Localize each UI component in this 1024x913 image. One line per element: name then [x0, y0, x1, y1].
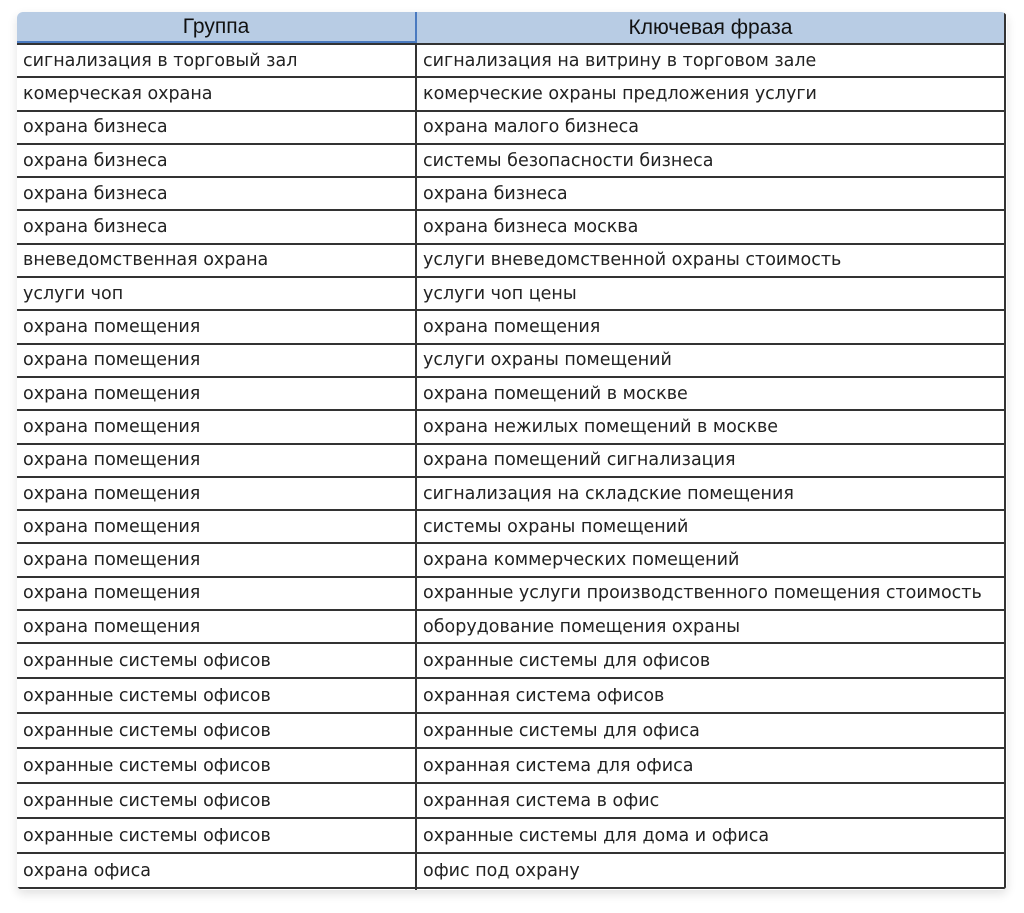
- cell-group[interactable]: охрана бизнеса: [17, 111, 417, 143]
- cell-group[interactable]: охрана помещения: [17, 477, 417, 510]
- table-row: охрана помещения охрана помещений в москв…: [17, 377, 1004, 412]
- table-row: комерческая охрана комерческие охраны пре…: [17, 78, 1004, 112]
- table-row: охрана помещения охрана нежилых помещений…: [17, 411, 1004, 445]
- cell-keyphrase[interactable]: охрана бизнеса москва: [423, 217, 639, 238]
- cell-keyphrase[interactable]: охрана нежилых помещений в москве: [423, 416, 779, 437]
- cell-keyphrase[interactable]: охранные системы для офиса: [423, 720, 700, 741]
- spreadsheet: Группа Ключевая фраза сигнализация в тор…: [17, 12, 1006, 890]
- cell-group[interactable]: охрана офиса: [17, 854, 417, 888]
- table-row: охранные системы офисов охранные системы …: [17, 819, 1004, 855]
- spreadsheet-card: Группа Ключевая фраза сигнализация в тор…: [17, 12, 1007, 890]
- cell-group[interactable]: охрана помещения: [17, 311, 417, 343]
- cell-keyphrase[interactable]: услуги охраны помещений: [423, 350, 672, 371]
- cell-keyphrase[interactable]: охрана помещения: [423, 317, 601, 338]
- cell-group[interactable]: охрана помещения: [17, 577, 417, 610]
- cell-keyphrase[interactable]: охранная система в офис: [423, 790, 660, 811]
- cell-keyphrase[interactable]: охранные системы для дома и офиса: [423, 825, 770, 846]
- table-row: охранные системы офисов охранная система …: [17, 679, 1004, 715]
- cell-keyphrase[interactable]: охрана малого бизнеса: [423, 117, 639, 138]
- table-row: охрана помещения системы охраны помещений: [17, 511, 1004, 545]
- cell-keyphrase[interactable]: охрана помещений сигнализация: [423, 450, 736, 471]
- cell-keyphrase[interactable]: охрана бизнеса: [423, 183, 568, 204]
- table-row: охранные системы офисов охранная система …: [17, 749, 1004, 785]
- header-cell-keyphrase[interactable]: Ключевая фраза: [628, 15, 793, 39]
- cell-group[interactable]: [17, 889, 417, 890]
- cell-group[interactable]: охрана помещения: [17, 444, 417, 476]
- cell-group[interactable]: охрана помещения: [17, 411, 417, 443]
- header-row: Группа Ключевая фраза: [17, 12, 1004, 45]
- table-row: охрана помещения сигнализация на складски…: [17, 477, 1004, 512]
- cell-keyphrase[interactable]: системы безопасности бизнеса: [423, 150, 714, 171]
- table-row: охрана бизнеса охрана бизнеса: [17, 178, 1004, 212]
- cell-group[interactable]: комерческая охрана: [17, 78, 417, 110]
- cell-keyphrase[interactable]: охранная система для офиса: [423, 755, 694, 776]
- cell-group[interactable]: охрана бизнеса: [17, 144, 417, 177]
- cell-keyphrase[interactable]: сигнализация на складские помещения: [423, 483, 794, 504]
- cell-keyphrase[interactable]: услуги чоп цены: [423, 283, 577, 304]
- cell-group[interactable]: охрана помещения: [17, 344, 417, 376]
- cell-keyphrase[interactable]: [417, 889, 1004, 890]
- table-row: охрана помещения охрана помещений сигнали…: [17, 444, 1004, 478]
- table-row: [17, 889, 1004, 890]
- cell-group[interactable]: услуги чоп: [17, 278, 417, 310]
- cell-group[interactable]: охрана помещения: [17, 377, 417, 410]
- cell-group[interactable]: охранные системы офисов: [17, 819, 417, 853]
- table-row: сигнализация в торговый зал сигнализация …: [17, 45, 1004, 79]
- cell-keyphrase[interactable]: охранные системы для офисов: [423, 650, 711, 671]
- table-row: охрана помещения услуги охраны помещений: [17, 344, 1004, 378]
- table-row: охрана помещения оборудование помещения о…: [17, 611, 1004, 645]
- cell-keyphrase[interactable]: комерческие охраны предложения услуги: [423, 83, 817, 104]
- table-row: охранные системы офисов охранные системы …: [17, 644, 1004, 680]
- cell-group[interactable]: охрана помещения: [17, 611, 417, 643]
- table-row: охрана помещения охранные услуги производ…: [17, 577, 1004, 612]
- cell-group[interactable]: охрана бизнеса: [17, 211, 417, 243]
- table-row: услуги чоп услуги чоп цены: [17, 278, 1004, 312]
- cell-group[interactable]: вневедомственная охрана: [17, 244, 417, 277]
- cell-keyphrase[interactable]: охранные услуги производственного помеще…: [423, 583, 982, 604]
- table-row: вневедомственная охрана услуги вневедомст…: [17, 244, 1004, 279]
- cell-keyphrase[interactable]: охрана коммерческих помещений: [423, 550, 740, 571]
- table-row: охрана бизнеса системы безопасности бизне…: [17, 144, 1004, 179]
- cell-group[interactable]: охрана помещения: [17, 511, 417, 543]
- cell-group[interactable]: охранные системы офисов: [17, 749, 417, 783]
- cell-keyphrase[interactable]: офис под охрану: [423, 860, 580, 881]
- cell-keyphrase[interactable]: оборудование помещения охраны: [423, 616, 741, 637]
- table-row: охранные системы офисов охранные системы …: [17, 714, 1004, 750]
- table-row: охрана бизнеса охрана бизнеса москва: [17, 211, 1004, 245]
- cell-group[interactable]: охрана помещения: [17, 544, 417, 576]
- cell-keyphrase[interactable]: системы охраны помещений: [423, 516, 689, 537]
- cell-group[interactable]: охранные системы офисов: [17, 644, 417, 678]
- cell-group[interactable]: охрана бизнеса: [17, 178, 417, 210]
- table-body: сигнализация в торговый зал сигнализация …: [17, 45, 1004, 890]
- cell-group[interactable]: охранные системы офисов: [17, 714, 417, 748]
- table-row: охранные системы офисов охранная система …: [17, 784, 1004, 820]
- table-row: охрана помещения охрана помещения: [17, 311, 1004, 345]
- cell-group[interactable]: сигнализация в торговый зал: [17, 45, 417, 77]
- cell-keyphrase[interactable]: охрана помещений в москве: [423, 383, 688, 404]
- cell-group[interactable]: охранные системы офисов: [17, 784, 417, 818]
- header-cell-group[interactable]: Группа: [17, 12, 417, 43]
- cell-keyphrase[interactable]: сигнализация на витрину в торговом зале: [423, 50, 817, 71]
- table-row: охрана помещения охрана коммерческих поме…: [17, 544, 1004, 578]
- cell-keyphrase[interactable]: охранная система офисов: [423, 685, 665, 706]
- table-row: охрана офиса офис под охрану: [17, 854, 1004, 890]
- table-row: охрана бизнеса охрана малого бизнеса: [17, 111, 1004, 145]
- cell-group[interactable]: охранные системы офисов: [17, 679, 417, 713]
- cell-keyphrase[interactable]: услуги вневедомственной охраны стоимость: [423, 250, 842, 271]
